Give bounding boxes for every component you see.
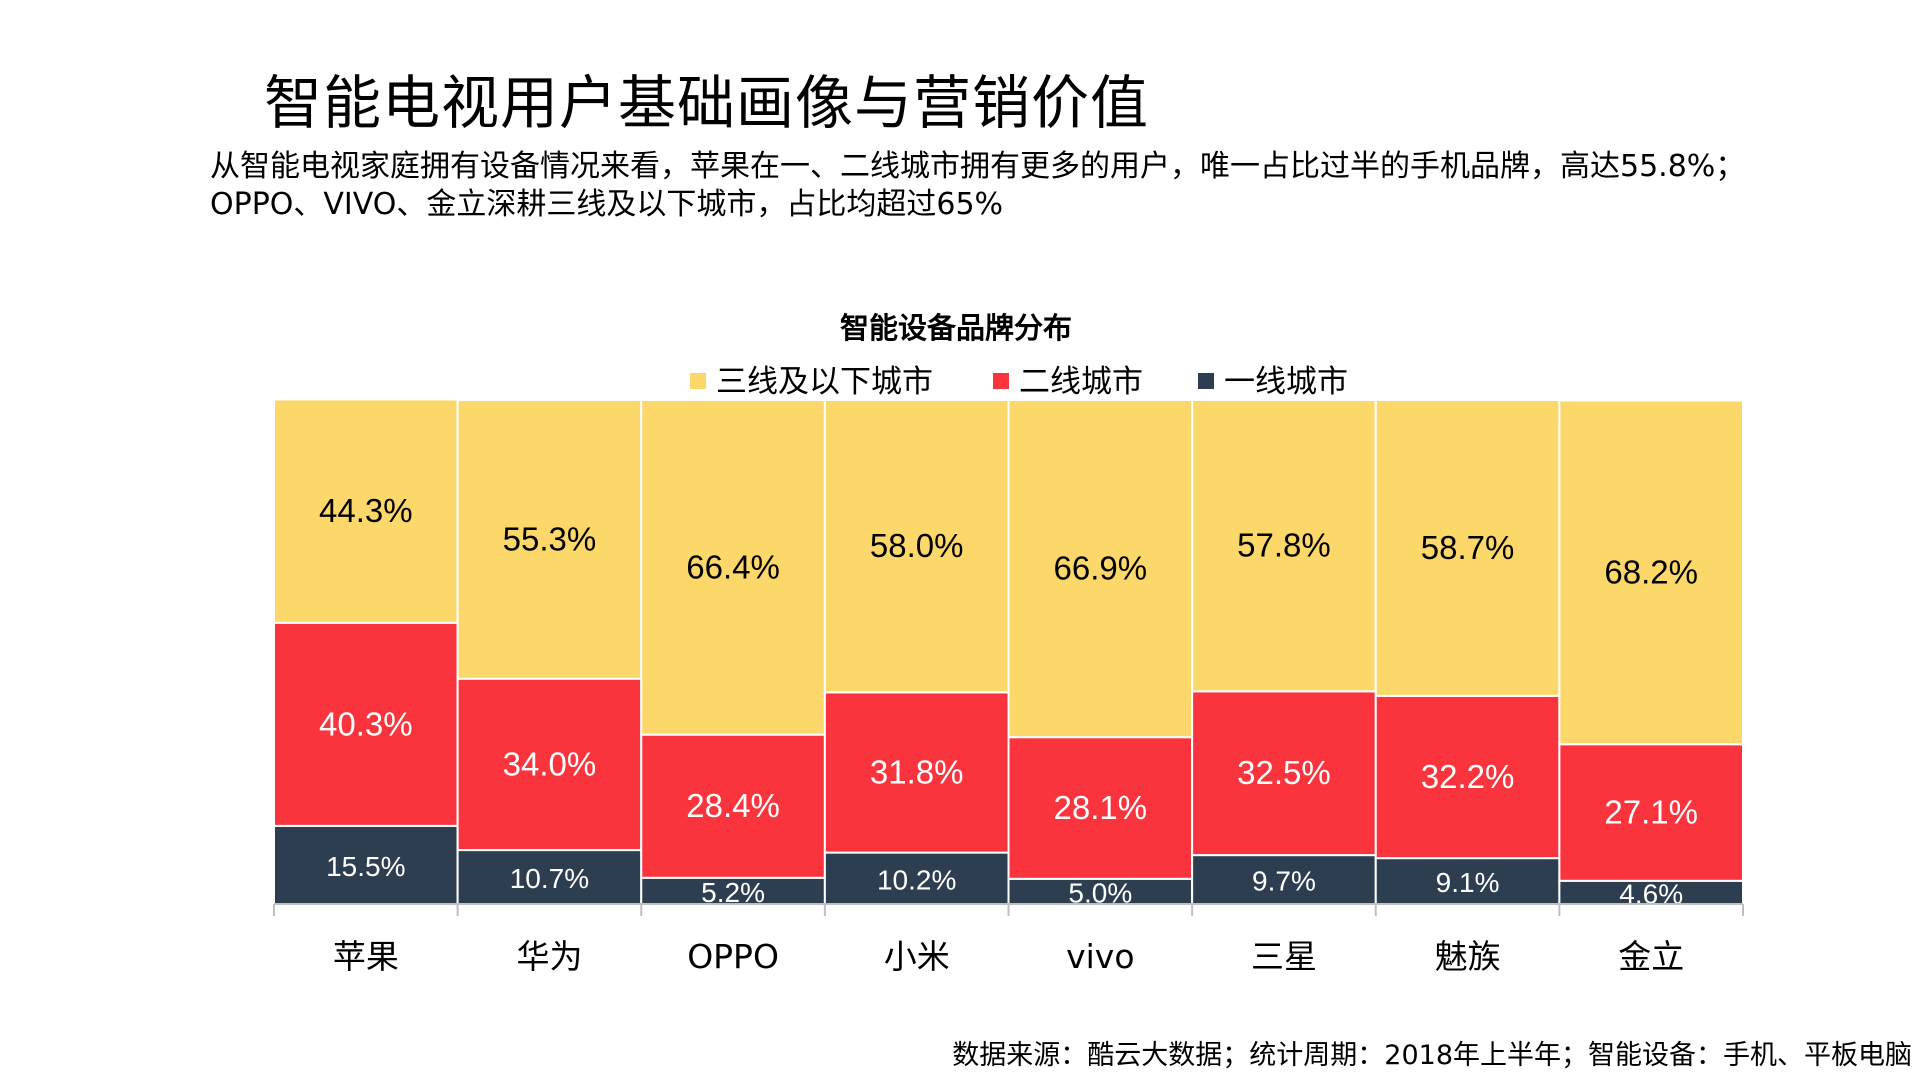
bar-label: 40.3%	[319, 705, 413, 742]
bar-segment-2-4	[823, 691, 1010, 854]
bar-label: 28.4%	[686, 787, 780, 824]
bar-segment-2-2	[456, 677, 643, 852]
x-tick-label: vivo	[1066, 937, 1134, 976]
bar-segment-3-1	[273, 398, 459, 624]
bar-segment-2-8	[1558, 743, 1744, 882]
bar-label: 9.1%	[1436, 867, 1500, 898]
bar-label: 27.1%	[1604, 794, 1698, 831]
bar-label: 34.0%	[503, 745, 597, 782]
bar-label: 32.5%	[1237, 754, 1331, 791]
chart-legend: 三线及以下城市 二线城市 一线城市	[690, 364, 1348, 400]
legend-label: 二线城市	[1019, 364, 1143, 400]
legend-swatch	[690, 373, 706, 389]
legend-swatch	[1198, 373, 1214, 389]
bar-segment-3-4	[823, 399, 1010, 694]
bar-segment-3-5	[1007, 399, 1194, 739]
legend-label: 一线城市	[1224, 364, 1348, 400]
bar-segment-3-7	[1374, 399, 1561, 697]
chart-title: 智能设备品牌分布	[840, 311, 1072, 345]
bar-label: 9.7%	[1252, 866, 1316, 897]
bar-label: 10.7%	[510, 863, 589, 894]
x-tick-label: OPPO	[687, 937, 779, 976]
page-subtitle: 从智能电视家庭拥有设备情况来看，苹果在一、二线城市拥有更多的用户，唯一占比过半的…	[210, 149, 1746, 222]
x-tick-label: 苹果	[333, 937, 399, 976]
bar-label: 58.7%	[1421, 529, 1515, 566]
bar-segment-3-6	[1191, 399, 1377, 693]
legend-label: 三线及以下城市	[716, 364, 933, 400]
bar-label: 68.2%	[1604, 553, 1698, 590]
bar-label: 28.1%	[1054, 789, 1148, 826]
x-tick-label: 魅族	[1435, 937, 1501, 976]
bar-label: 31.8%	[870, 753, 964, 790]
x-tick-label: 华为	[516, 937, 582, 976]
bar-label: 15.5%	[326, 851, 405, 882]
bar-segment-2-7	[1374, 694, 1561, 860]
x-tick-label: 金立	[1618, 937, 1684, 976]
bar-segment-1-4	[823, 851, 1010, 905]
bar-segment-3-3	[640, 399, 826, 736]
bar-segment-1-7	[1374, 857, 1561, 905]
bar-segment-2-1	[273, 621, 459, 827]
x-tick-label: 三星	[1251, 937, 1317, 976]
bar-segment-3-2	[456, 399, 643, 680]
bar-segment-3-8	[1558, 399, 1744, 746]
bar-label: 5.2%	[701, 877, 765, 908]
bar-label: 57.8%	[1237, 527, 1331, 564]
bar-label: 55.3%	[503, 520, 597, 557]
page-title: 智能电视用户基础画像与营销价值	[264, 69, 1150, 137]
x-tick-label: 小米	[884, 937, 950, 976]
x-axis: 苹果 华为 OPPO 小米 vivo 三星 魅族 金立	[273, 903, 1744, 976]
bar-label: 58.0%	[870, 527, 964, 564]
bar-label: 44.3%	[319, 492, 413, 529]
data-source-note: 数据来源：酷云大数据；统计周期：2018年上半年；智能设备：手机、平板电脑	[952, 1040, 1912, 1071]
bar-label: 32.2%	[1421, 758, 1515, 795]
legend-swatch	[993, 373, 1009, 389]
chart-bars: 15.5% 40.3% 44.3% 10.7% 34.0% 55.3% 5.2% 28.4% 6…	[273, 398, 1744, 909]
bar-label: 66.4%	[686, 548, 780, 585]
bar-label: 66.9%	[1054, 550, 1148, 587]
bar-label: 10.2%	[877, 864, 956, 895]
bar-segment-2-5	[1007, 736, 1194, 880]
bar-segment-2-6	[1191, 690, 1377, 857]
